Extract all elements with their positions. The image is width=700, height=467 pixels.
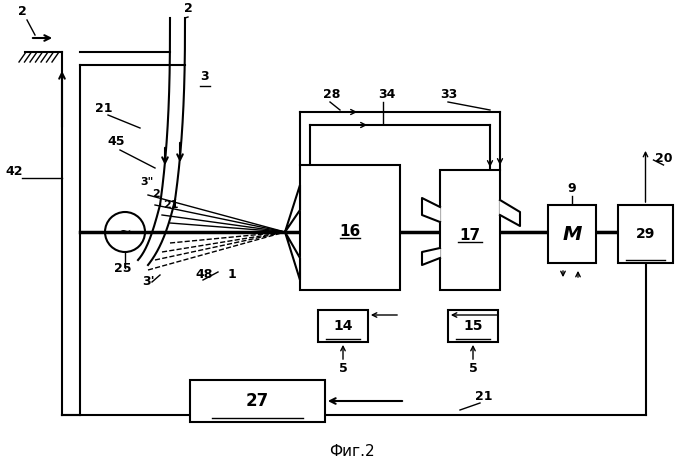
Text: 21: 21 [163, 200, 179, 210]
Text: 45: 45 [107, 135, 125, 148]
Bar [448, 310, 498, 342]
Text: 17: 17 [459, 227, 481, 242]
Text: 3: 3 [200, 70, 209, 83]
Text: 33: 33 [440, 88, 457, 101]
Text: 5: 5 [339, 362, 347, 375]
Text: 2: 2 [152, 189, 160, 199]
Text: 21: 21 [475, 390, 493, 403]
Text: 20: 20 [655, 152, 673, 165]
Text: 2: 2 [183, 2, 192, 15]
Text: 34: 34 [378, 88, 395, 101]
Text: Фиг.2: Фиг.2 [329, 445, 375, 460]
Polygon shape [285, 185, 300, 232]
Text: 29: 29 [636, 227, 655, 241]
Text: 25: 25 [114, 262, 132, 275]
Polygon shape [422, 248, 440, 265]
Text: 28: 28 [323, 88, 340, 101]
Bar [618, 205, 673, 263]
Text: 14: 14 [333, 319, 353, 333]
Polygon shape [422, 198, 440, 222]
Text: M: M [562, 225, 582, 243]
Bar [190, 380, 325, 422]
Text: 15: 15 [463, 319, 483, 333]
Text: 48: 48 [195, 268, 212, 281]
Bar [318, 310, 368, 342]
Text: 1: 1 [228, 268, 237, 281]
Text: 3': 3' [142, 275, 155, 288]
Text: 9: 9 [568, 182, 576, 195]
Bar [548, 205, 596, 263]
Text: 21: 21 [95, 102, 113, 115]
Text: 5: 5 [468, 362, 477, 375]
Text: 27: 27 [246, 392, 269, 410]
Polygon shape [285, 232, 300, 280]
Text: ~: ~ [118, 224, 132, 239]
Bar [300, 165, 400, 290]
Text: 42: 42 [6, 165, 22, 178]
Text: 2: 2 [18, 5, 27, 18]
Text: 16: 16 [340, 225, 360, 240]
Bar [440, 170, 500, 290]
Polygon shape [500, 200, 520, 226]
Text: 3": 3" [140, 177, 153, 187]
